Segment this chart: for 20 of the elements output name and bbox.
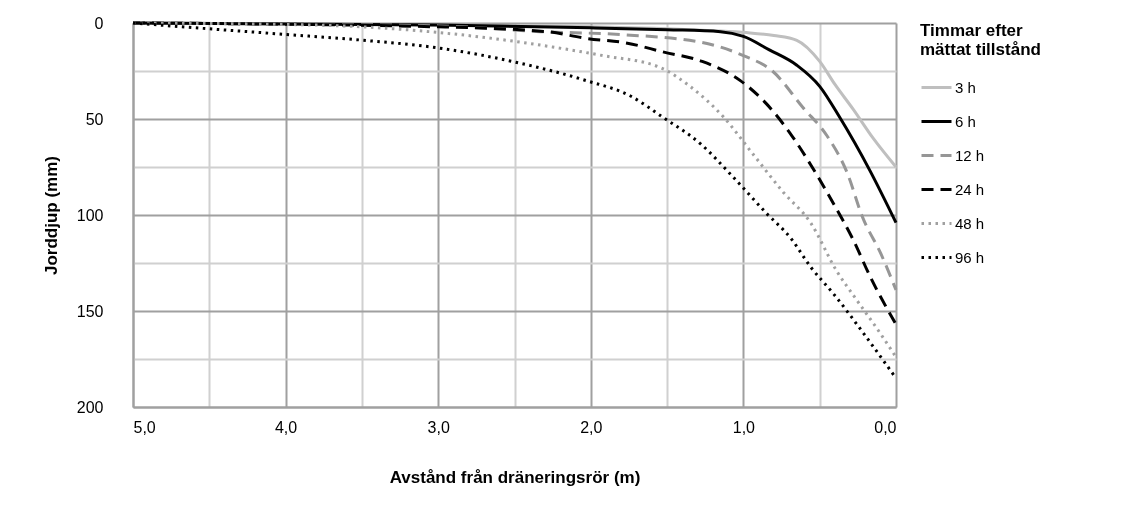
x-tick-label: 0,0: [874, 418, 897, 436]
x-tick-label: 2,0: [580, 418, 603, 436]
legend-label: 3 h: [955, 78, 976, 96]
legend-label: 96 h: [955, 248, 985, 266]
y-tick-label: 0: [94, 14, 104, 32]
x-axis-title: Avstånd från dräneringsrör (m): [389, 467, 641, 487]
y-axis-title: Jorddjup (mm): [41, 156, 61, 275]
x-tick-label: 3,0: [427, 418, 450, 436]
y-tick-label: 100: [76, 206, 104, 224]
legend-label: 12 h: [955, 146, 985, 164]
legend-label: 6 h: [955, 112, 976, 130]
legend-label: 48 h: [955, 214, 985, 232]
y-tick-label: 150: [76, 302, 104, 320]
legend-title: Timmar efter mättat tillstånd: [920, 21, 1041, 59]
x-tick-label: 4,0: [274, 418, 298, 436]
legend-label: 24 h: [955, 180, 985, 198]
y-tick-label: 200: [76, 398, 104, 416]
x-tick-label: 1,0: [732, 418, 756, 436]
y-tick-label: 50: [85, 110, 104, 128]
x-tick-label: 5,0: [133, 418, 156, 436]
